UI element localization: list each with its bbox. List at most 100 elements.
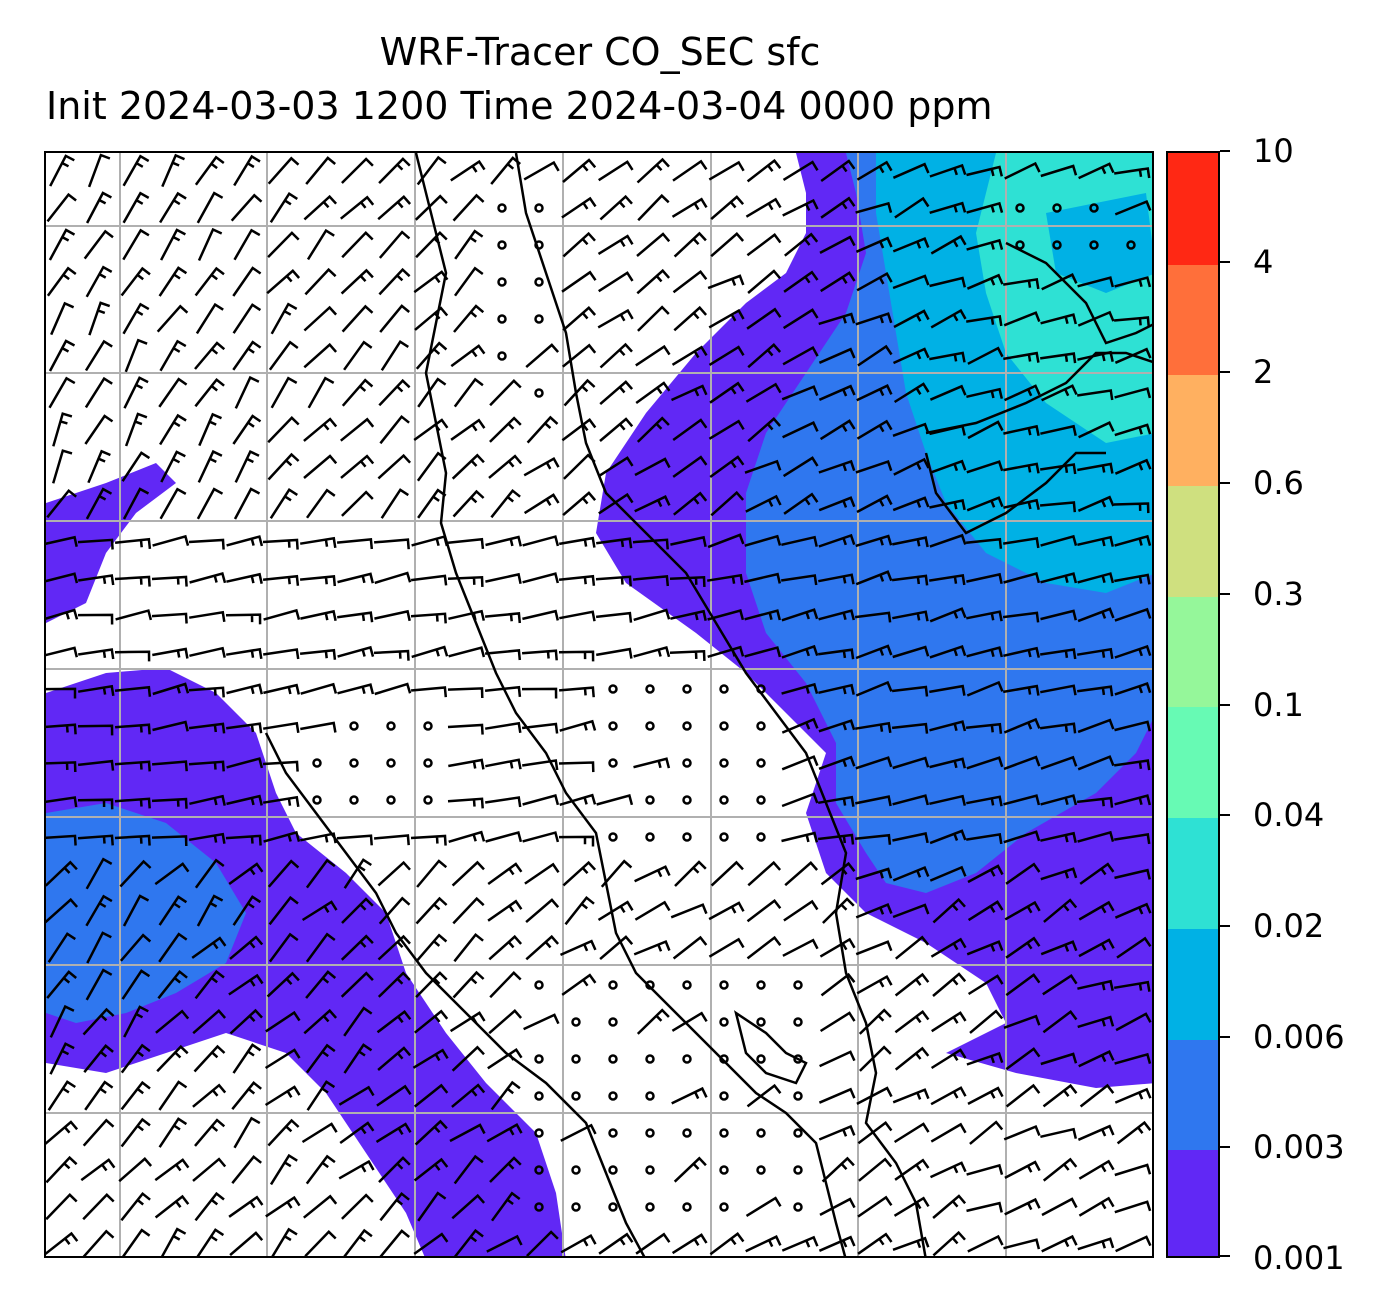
colorbar-band bbox=[1168, 1038, 1218, 1151]
wind-barb-icon bbox=[1004, 161, 1041, 180]
wind-barb-icon bbox=[232, 1043, 262, 1074]
wind-barb-icon bbox=[966, 1051, 1004, 1066]
wind-barb-icon bbox=[894, 196, 930, 219]
wind-barb-icon bbox=[747, 269, 782, 294]
wind-barb-icon bbox=[600, 859, 633, 888]
wind-barb-icon bbox=[967, 420, 1004, 440]
wind-barb-icon bbox=[158, 932, 188, 963]
colorbar-tick-label: 0.003 bbox=[1253, 1128, 1345, 1167]
wind-barb-icon bbox=[77, 538, 114, 550]
wind-barb-icon bbox=[856, 160, 893, 181]
wind-barb-icon bbox=[966, 273, 1004, 290]
wind-barb-icon bbox=[160, 450, 186, 483]
wind-barb-icon bbox=[670, 535, 707, 548]
wind-barb-icon bbox=[595, 575, 632, 587]
wind-barb-icon bbox=[152, 534, 190, 547]
calm-wind-circle-icon bbox=[534, 1128, 544, 1138]
wind-barb-icon bbox=[337, 572, 375, 584]
wind-barb-icon bbox=[1039, 501, 1077, 513]
wind-barb-icon bbox=[929, 794, 967, 806]
wind-barb-icon bbox=[52, 449, 73, 484]
wind-barb-icon bbox=[1003, 755, 1041, 771]
wind-barb-icon bbox=[784, 232, 819, 257]
wind-barb-icon bbox=[340, 934, 374, 961]
wind-barb-icon bbox=[669, 575, 706, 587]
wind-barb-icon bbox=[855, 902, 893, 919]
coastline-ne-land bbox=[925, 351, 1152, 435]
wind-barb-icon bbox=[632, 538, 669, 550]
wind-barb-icon bbox=[929, 757, 967, 769]
wind-barb-icon bbox=[488, 454, 523, 479]
wind-barb-icon bbox=[782, 938, 819, 957]
wind-barb-icon bbox=[300, 721, 337, 733]
calm-wind-circle-icon bbox=[756, 684, 766, 694]
wind-barb-icon bbox=[77, 834, 114, 846]
wind-barb-icon bbox=[635, 1232, 671, 1255]
wind-barb-icon bbox=[1040, 352, 1077, 364]
wind-barb-icon bbox=[340, 454, 375, 479]
wind-barb-icon bbox=[267, 416, 300, 444]
wind-barb-icon bbox=[46, 970, 77, 999]
wind-barb-icon bbox=[966, 201, 1004, 214]
wind-barb-icon bbox=[1114, 534, 1152, 547]
wind-barb-icon bbox=[635, 344, 671, 367]
wind-barb-icon bbox=[559, 793, 597, 806]
wind-barb-icon bbox=[967, 974, 1004, 996]
wind-barb-icon bbox=[673, 491, 708, 516]
wind-barb-icon bbox=[488, 934, 523, 961]
wind-barb-icon bbox=[122, 191, 150, 224]
calm-wind-circle-icon bbox=[571, 1165, 581, 1175]
wind-barb-icon bbox=[894, 972, 930, 997]
wind-barb-icon bbox=[1002, 684, 1040, 696]
wind-barb-icon bbox=[781, 608, 819, 622]
wind-barb-icon bbox=[856, 419, 893, 440]
calm-wind-circle-icon bbox=[756, 832, 766, 842]
wind-barb-icon bbox=[892, 496, 930, 512]
wind-barb-icon bbox=[966, 795, 1003, 807]
wind-barb-icon bbox=[191, 936, 227, 959]
wind-barb-icon bbox=[452, 970, 485, 999]
wind-barb-icon bbox=[781, 535, 818, 547]
wind-barb-icon bbox=[415, 896, 448, 925]
wind-barb-icon bbox=[490, 156, 521, 185]
colorbar-tick bbox=[1220, 371, 1230, 374]
island-outline bbox=[734, 1010, 808, 1085]
wind-barb-icon bbox=[854, 833, 892, 845]
wind-barb-icon bbox=[189, 646, 226, 658]
wind-barb-icon bbox=[746, 1083, 782, 1108]
calm-wind-circle-icon bbox=[793, 1017, 803, 1027]
wind-barb-icon bbox=[451, 1045, 485, 1072]
wind-barb-icon bbox=[783, 270, 819, 293]
wind-barb-icon bbox=[226, 722, 263, 734]
wind-barb-icon bbox=[151, 797, 188, 809]
wind-barb-icon bbox=[373, 538, 410, 550]
wind-barb-icon bbox=[929, 499, 966, 511]
wind-barb-icon bbox=[672, 269, 708, 294]
wind-barb-icon bbox=[489, 416, 522, 443]
wind-barb-icon bbox=[1077, 685, 1114, 697]
wind-barb-icon bbox=[709, 1232, 745, 1256]
wind-barb-icon bbox=[746, 307, 782, 330]
wind-barb-icon bbox=[230, 193, 263, 222]
wind-barb-icon bbox=[855, 460, 893, 474]
calm-wind-circle-icon bbox=[608, 1202, 618, 1212]
wind-barb-icon bbox=[855, 644, 893, 660]
calm-wind-circle-icon bbox=[793, 1202, 803, 1212]
wind-barb-icon bbox=[340, 195, 375, 220]
calm-wind-circle-icon bbox=[719, 832, 729, 842]
wind-barb-icon bbox=[1002, 611, 1040, 623]
wind-barb-icon bbox=[188, 832, 226, 844]
wind-barb-icon bbox=[1077, 979, 1114, 991]
wind-barb-icon bbox=[965, 722, 1003, 734]
wind-barb-icon bbox=[1077, 276, 1115, 288]
wind-barb-icon bbox=[194, 341, 226, 370]
wind-barb-icon bbox=[893, 309, 930, 329]
wind-barb-icon bbox=[454, 1228, 484, 1256]
wind-barb-icon bbox=[413, 1157, 449, 1182]
wind-barb-icon bbox=[303, 1008, 338, 1035]
wind-barb-icon bbox=[1114, 347, 1152, 364]
wind-barb-icon bbox=[416, 859, 448, 888]
wind-barb-icon bbox=[1004, 1160, 1041, 1180]
wind-barb-icon bbox=[336, 834, 373, 846]
calm-wind-circle-icon bbox=[645, 1165, 655, 1175]
